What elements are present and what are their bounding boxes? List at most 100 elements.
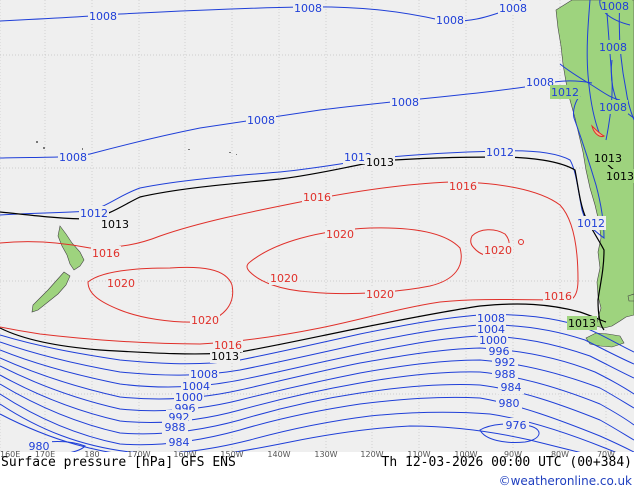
isobar-label: 1013 [567, 316, 597, 330]
longitude-tick: 160W [173, 450, 196, 459]
map-title: Surface pressure [hPa] GFS ENS [1, 455, 236, 470]
isobar-label: 1008 [601, 0, 632, 13]
svg-text:1013: 1013 [606, 170, 634, 183]
svg-text:1008: 1008 [89, 10, 117, 23]
isobar-label: 1012 [576, 216, 606, 230]
isobar-label: 1008 [390, 95, 420, 109]
isobar-label: 1008 [58, 150, 88, 164]
longitude-tick: 150W [220, 450, 243, 459]
svg-text:988: 988 [495, 368, 516, 381]
isobar-label: 1012 [79, 206, 109, 220]
isobar-label: 1008 [476, 311, 506, 325]
svg-text:1008: 1008 [391, 96, 419, 109]
svg-text:1008: 1008 [499, 2, 527, 15]
svg-text:1013: 1013 [211, 350, 239, 363]
isobar-label: 984 [166, 435, 192, 449]
isobar-label: 1012 [550, 85, 580, 99]
isobar-label: 1016 [213, 338, 243, 352]
svg-text:1000: 1000 [175, 391, 203, 404]
new-zealand-south-island [31, 271, 71, 313]
isobar-label: 1008 [246, 113, 276, 127]
isobar-label: 1008 [88, 9, 118, 23]
falkland-islands [627, 293, 634, 302]
footer-band-inner [0, 452, 634, 470]
svg-text:1008: 1008 [601, 0, 629, 13]
isobar-label: 1008 [598, 40, 628, 54]
isobar-label: 1016 [302, 190, 332, 204]
svg-text:1008: 1008 [294, 2, 322, 15]
svg-text:1020: 1020 [366, 288, 394, 301]
longitude-tick: 170E [35, 450, 55, 459]
svg-text:988: 988 [165, 421, 186, 434]
isobar-label: 1016 [543, 289, 573, 303]
svg-text:1020: 1020 [107, 277, 135, 290]
svg-text:1004: 1004 [182, 380, 210, 393]
isobar-label: 1008 [525, 75, 555, 89]
isobar-label: 1004 [181, 379, 211, 393]
isobars-1016 [0, 181, 579, 345]
longitude-tick: 120W [360, 450, 383, 459]
credit-link[interactable]: ©weatheronline.co.uk [499, 474, 632, 488]
svg-text:1008: 1008 [247, 114, 275, 127]
svg-text:1020: 1020 [484, 244, 512, 257]
isobar-label: 1008 [189, 367, 219, 381]
longitude-tick: 170W [127, 450, 150, 459]
svg-text:1008: 1008 [599, 101, 627, 114]
longitude-tick: 140W [267, 450, 290, 459]
svg-text:1000: 1000 [479, 334, 507, 347]
svg-text:1016: 1016 [303, 191, 331, 204]
isobar-label: 992 [492, 355, 518, 369]
svg-text:1020: 1020 [191, 314, 219, 327]
longitude-tick: 90W [504, 450, 522, 459]
isobar-labels: 1008 1008 1008 1008 1008 1008 1008 1008 … [26, 0, 634, 453]
svg-text:1012: 1012 [486, 146, 514, 159]
svg-text:1013: 1013 [568, 317, 596, 330]
svg-text:1008: 1008 [599, 41, 627, 54]
svg-text:992: 992 [495, 356, 516, 369]
svg-text:1016: 1016 [449, 180, 477, 193]
svg-text:1020: 1020 [326, 228, 354, 241]
longitude-axis: 160E 170E 180 170W 160W 150W 140W 130W 1… [0, 450, 615, 459]
svg-text:1008: 1008 [59, 151, 87, 164]
svg-text:1012: 1012 [80, 207, 108, 220]
isobar-label: 1013 [100, 217, 130, 231]
longitude-tick: 160E [0, 450, 20, 459]
isobar-label: 1008 [498, 1, 528, 15]
isobar-label: 1012 [485, 145, 515, 159]
isobar-label: 1020 [190, 313, 220, 327]
isobar-label: 996 [486, 344, 512, 358]
isobar-label: 1008 [293, 1, 323, 15]
isobar-label: 1020 [106, 276, 136, 290]
isobar-label: 1016 [448, 179, 478, 193]
svg-text:1008: 1008 [477, 312, 505, 325]
longitude-tick: 180 [84, 450, 99, 459]
svg-text:1008: 1008 [190, 368, 218, 381]
svg-text:1016: 1016 [544, 290, 572, 303]
svg-text:1008: 1008 [436, 14, 464, 27]
isobar-label: 1000 [174, 390, 204, 404]
longitude-tick: 100W [454, 450, 477, 459]
longitude-tick: 110W [407, 450, 430, 459]
svg-text:1004: 1004 [477, 323, 505, 336]
svg-text:1016: 1016 [92, 247, 120, 260]
isobar-label: 1013 [210, 349, 240, 363]
svg-text:1012: 1012 [551, 86, 579, 99]
isobar-label: 1013 [605, 169, 634, 183]
longitude-tick: 80W [551, 450, 569, 459]
isobar-label: 1008 [598, 100, 628, 114]
isobar-label: 1016 [91, 246, 121, 260]
svg-text:984: 984 [169, 436, 190, 449]
svg-text:976: 976 [506, 419, 527, 432]
isobar-label: 980 [496, 396, 522, 410]
svg-text:1016: 1016 [214, 339, 242, 352]
isobar-label: 1013 [365, 155, 395, 169]
svg-text:1013: 1013 [594, 152, 622, 165]
svg-text:1008: 1008 [526, 76, 554, 89]
svg-text:980: 980 [29, 440, 50, 453]
isobar-label: 988 [492, 367, 518, 381]
svg-text:984: 984 [501, 381, 522, 394]
svg-text:1020: 1020 [270, 272, 298, 285]
isobar-label: 1020 [325, 227, 355, 241]
longitude-tick: 130W [314, 450, 337, 459]
